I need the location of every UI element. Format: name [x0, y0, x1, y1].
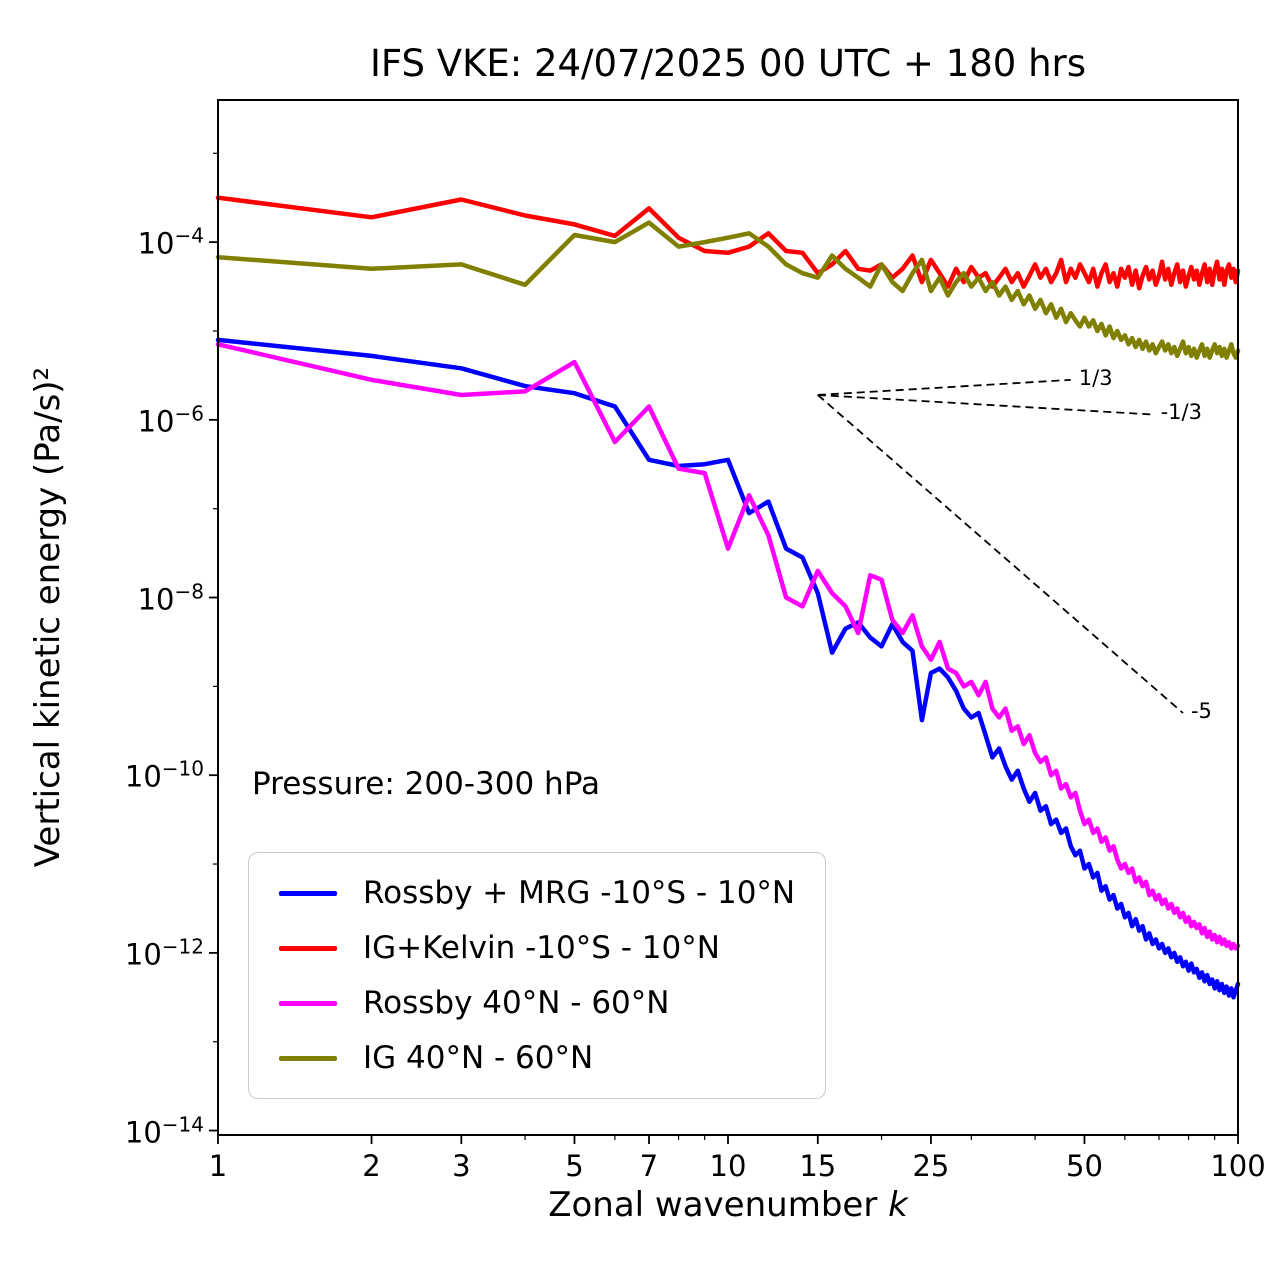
x-tick-label: 25: [912, 1149, 950, 1183]
x-axis-label-variable: k: [888, 1185, 908, 1225]
y-tick-label: 10−4: [137, 223, 204, 261]
x-tick-label: 2: [362, 1149, 381, 1183]
series-line-rossby-midlat: [215, 342, 1241, 951]
legend-swatch: [279, 1000, 337, 1006]
legend-item-rossby-midlat: Rossby 40°N - 60°N: [279, 985, 795, 1021]
y-tick-label: 10−8: [137, 579, 204, 616]
x-tick-label: 3: [452, 1149, 471, 1183]
y-tick-label: 10−6: [137, 401, 204, 439]
pressure-annotation: Pressure: 200-300 hPa: [252, 766, 600, 802]
slope-guide-line: [817, 378, 1071, 396]
x-tick-label: 7: [639, 1149, 659, 1183]
series-line-ig-midlat: [215, 220, 1241, 360]
slope-guide-line: [817, 394, 1184, 714]
chart-title: IFS VKE: 24/07/2025 00 UTC + 180 hrs: [369, 42, 1087, 85]
plot-frame: [217, 99, 1239, 1136]
legend-label: IG 40°N - 60°N: [363, 1040, 594, 1076]
legend-item-ig-midlat: IG 40°N - 60°N: [279, 1040, 795, 1076]
x-tick-label: 1: [208, 1149, 228, 1183]
slope-guide-label: -5: [1190, 699, 1212, 723]
legend-swatch: [279, 890, 337, 896]
slope-guide-label: -1/3: [1160, 400, 1202, 425]
x-tick-label: 50: [1066, 1149, 1103, 1183]
slope-guide-line: [817, 394, 1153, 416]
legend-label: IG+Kelvin -10°S - 10°N: [363, 930, 720, 966]
legend-swatch: [279, 945, 337, 951]
x-axis-label: Zonal wavenumber k: [218, 1185, 1238, 1225]
series-line-ig-kelvin-tropics: [215, 195, 1241, 291]
x-tick-label: 5: [565, 1149, 584, 1183]
x-tick-label: 100: [1210, 1149, 1266, 1183]
legend-item-rossby-mrg-tropics: Rossby + MRG -10°S - 10°N: [279, 875, 795, 911]
legend: Rossby + MRG -10°S - 10°N IG+Kelvin -10°S…: [248, 852, 827, 1099]
x-tick-label: 15: [799, 1149, 837, 1183]
legend-swatch: [279, 1055, 337, 1061]
legend-label: Rossby + MRG -10°S - 10°N: [363, 875, 796, 911]
slope-guide-label: 1/3: [1078, 365, 1113, 390]
y-tick-label: 10−14: [124, 1112, 204, 1149]
x-tick-label: 10: [709, 1149, 747, 1183]
x-axis-label-text: Zonal wavenumber: [548, 1185, 889, 1225]
legend-label: Rossby 40°N - 60°N: [363, 985, 670, 1021]
series-line-rossby-mrg-tropics: [215, 337, 1241, 1000]
y-tick-label: 10−12: [124, 934, 204, 972]
legend-item-ig-kelvin-tropics: IG+Kelvin -10°S - 10°N: [279, 930, 795, 966]
y-tick-label: 10−10: [124, 756, 204, 794]
